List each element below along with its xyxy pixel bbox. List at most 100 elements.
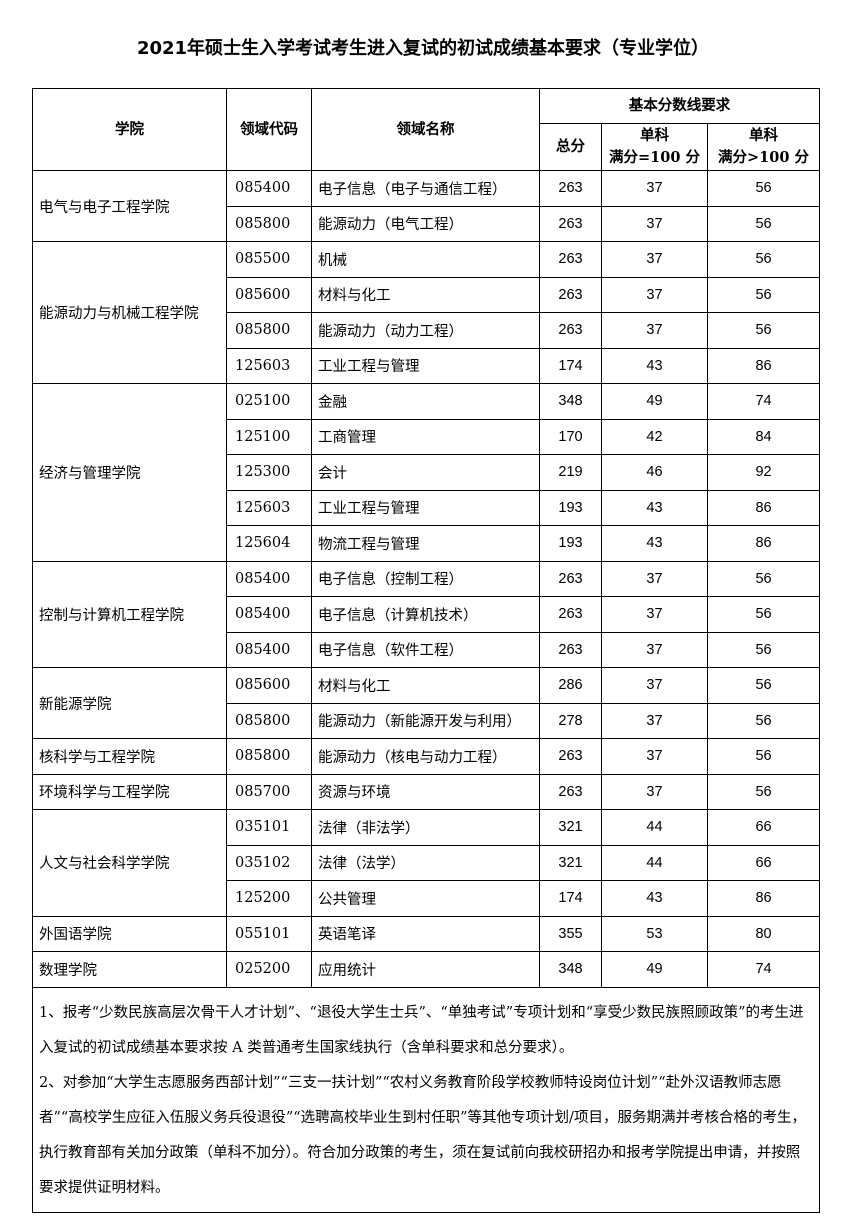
- table-row: 125100 工商管理 170 42 84: [33, 418, 821, 455]
- field-name-cell: 电子信息（控制工程）: [311, 560, 540, 597]
- total-score-cell: 219: [539, 454, 602, 491]
- header-single-100-line2: 满分=100 分: [609, 149, 700, 166]
- code-cell: 085400: [226, 596, 312, 633]
- code-cell: 085600: [226, 667, 312, 704]
- single-100-cell: 37: [601, 596, 708, 633]
- college-cell: 经济与管理学院: [32, 383, 227, 562]
- total-score-cell: 286: [539, 667, 602, 704]
- code-cell: 085400: [226, 170, 312, 207]
- single-over-100-cell: 74: [706, 383, 821, 420]
- total-score-cell: 263: [539, 773, 602, 810]
- college-cell: 数理学院: [32, 951, 227, 988]
- header-single-100-line1: 单科: [640, 127, 669, 144]
- note-2: 2、对参加“大学生志愿服务西部计划”“三支一扶计划”“农村义务教育阶段学校教师特…: [39, 1074, 806, 1196]
- field-name-cell: 资源与环境: [311, 773, 540, 810]
- code-cell: 085800: [226, 312, 312, 349]
- single-100-cell: 37: [601, 702, 708, 739]
- field-name-cell: 机械: [311, 241, 540, 278]
- total-score-cell: 263: [539, 312, 602, 349]
- single-100-cell: 44: [601, 809, 708, 846]
- table-row: 125603 工业工程与管理 174 43 86: [33, 347, 821, 384]
- code-cell: 085800: [226, 205, 312, 242]
- code-cell: 125200: [226, 880, 312, 917]
- field-name-cell: 工业工程与管理: [311, 347, 540, 384]
- single-100-cell: 37: [601, 667, 708, 704]
- single-100-cell: 37: [601, 738, 708, 775]
- single-100-cell: 46: [601, 454, 708, 491]
- table-row: 环境科学与工程学院 085700 资源与环境 263 37 56: [32, 773, 821, 810]
- total-score-cell: 193: [539, 525, 602, 562]
- code-cell: 125604: [226, 525, 312, 562]
- field-name-cell: 能源动力（动力工程）: [311, 312, 540, 349]
- total-score-cell: 263: [539, 205, 602, 242]
- college-cell: 人文与社会科学学院: [32, 809, 227, 917]
- single-100-cell: 43: [601, 880, 708, 917]
- total-score-cell: 348: [539, 951, 602, 988]
- code-cell: 085500: [226, 241, 312, 278]
- single-100-cell: 53: [601, 915, 708, 952]
- field-name-cell: 电子信息（软件工程）: [311, 631, 540, 668]
- total-score-cell: 263: [539, 596, 602, 633]
- single-over-100-cell: 56: [706, 312, 821, 349]
- single-over-100-cell: 56: [706, 170, 821, 207]
- field-name-cell: 法律（法学）: [311, 844, 540, 881]
- single-100-cell: 37: [601, 631, 708, 668]
- total-score-cell: 263: [539, 631, 602, 668]
- single-over-100-cell: 66: [706, 844, 821, 881]
- table-row: 电气与电子工程学院 085400 电子信息（电子与通信工程） 263 37 56: [32, 170, 821, 242]
- field-name-cell: 物流工程与管理: [311, 525, 540, 562]
- total-score-cell: 355: [539, 915, 602, 952]
- code-cell: 125603: [226, 489, 312, 526]
- single-over-100-cell: 56: [706, 702, 821, 739]
- table-row: 085400 电子信息（软件工程） 263 37 56: [33, 631, 821, 668]
- code-cell: 085800: [226, 702, 312, 739]
- code-cell: 025100: [226, 383, 312, 420]
- table-row: 125300 会计 219 46 92: [33, 454, 821, 491]
- single-100-cell: 37: [601, 560, 708, 597]
- single-over-100-cell: 56: [706, 241, 821, 278]
- college-cell: 控制与计算机工程学院: [32, 560, 227, 668]
- single-over-100-cell: 56: [706, 667, 821, 704]
- total-score-cell: 174: [539, 880, 602, 917]
- table-row: 085800 能源动力（新能源开发与利用） 278 37 56: [33, 702, 821, 739]
- field-name-cell: 电子信息（电子与通信工程）: [311, 170, 540, 207]
- single-100-cell: 37: [601, 205, 708, 242]
- code-cell: 055101: [226, 915, 312, 952]
- single-over-100-cell: 66: [706, 809, 821, 846]
- table-row: 能源动力与机械工程学院 085500 机械 263 37 56: [32, 241, 821, 384]
- single-100-cell: 37: [601, 312, 708, 349]
- code-cell: 125603: [226, 347, 312, 384]
- total-score-cell: 263: [539, 241, 602, 278]
- single-100-cell: 43: [601, 489, 708, 526]
- header-basic: 基本分数线要求: [538, 88, 821, 124]
- college-cell: 环境科学与工程学院: [32, 773, 227, 810]
- table-row: 核科学与工程学院 085800 能源动力（核电与动力工程） 263 37 56: [32, 738, 821, 775]
- single-100-cell: 44: [601, 844, 708, 881]
- field-name-cell: 材料与化工: [311, 667, 540, 704]
- single-100-cell: 37: [601, 241, 708, 278]
- college-cell: 新能源学院: [32, 667, 227, 739]
- code-cell: 085800: [226, 738, 312, 775]
- total-score-cell: 174: [539, 347, 602, 384]
- total-score-cell: 263: [539, 738, 602, 775]
- total-score-cell: 193: [539, 489, 602, 526]
- table-row: 外国语学院 055101 英语笔译 355 53 80: [32, 915, 821, 952]
- single-100-cell: 37: [601, 773, 708, 810]
- single-over-100-cell: 86: [706, 880, 821, 917]
- notes: 1、报考“少数民族高层次骨干人才计划”、“退役大学生士兵”、“单独考试”专项计划…: [31, 986, 821, 1213]
- table-row: 新能源学院 085600 材料与化工 286 37 56: [32, 667, 821, 739]
- single-100-cell: 37: [601, 276, 708, 313]
- single-over-100-cell: 92: [706, 454, 821, 491]
- single-over-100-cell: 74: [706, 951, 821, 988]
- college-cell: 能源动力与机械工程学院: [32, 241, 227, 384]
- header-single-over-100: 单科 满分>100 分: [706, 123, 821, 171]
- field-name-cell: 工商管理: [311, 418, 540, 455]
- field-name-cell: 工业工程与管理: [311, 489, 540, 526]
- single-100-cell: 42: [601, 418, 708, 455]
- score-table: 学院 领域代码 领域名称 基本分数线要求 总分 单科 满分=100 分 单科 满分>…: [31, 88, 821, 1213]
- single-100-cell: 43: [601, 525, 708, 562]
- total-score-cell: 170: [539, 418, 602, 455]
- code-cell: 035101: [226, 809, 312, 846]
- table-row: 085800 能源动力（动力工程） 263 37 56: [33, 312, 821, 349]
- code-cell: 125300: [226, 454, 312, 491]
